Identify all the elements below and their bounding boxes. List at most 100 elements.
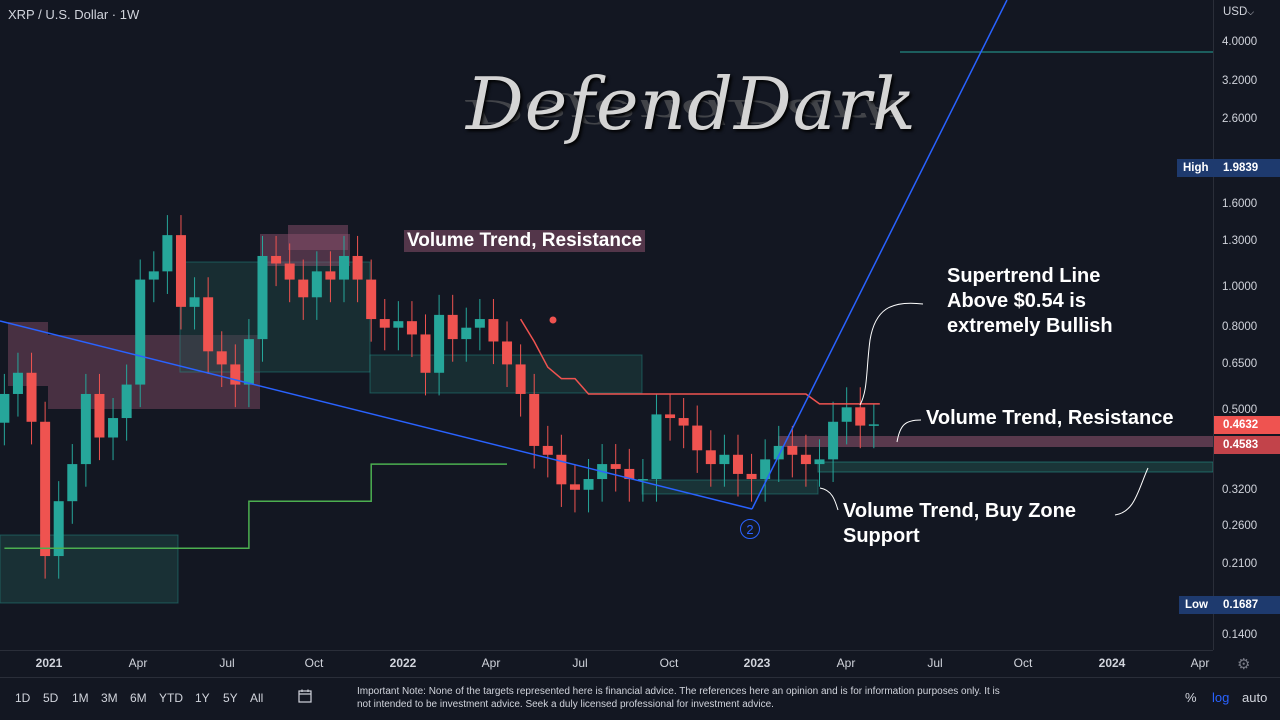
range-1d-button[interactable]: 1D — [15, 691, 31, 705]
candle-body — [692, 425, 703, 451]
candle-body — [624, 468, 635, 480]
candle-body — [569, 484, 580, 490]
price-axis[interactable]: USD⌵ 4.0000 3.2000 2.6000 1.6000 1.3000 … — [1213, 0, 1280, 650]
price-tick: 0.5000 — [1222, 404, 1258, 416]
currency-selector[interactable]: USD⌵ — [1223, 6, 1254, 18]
buyzone-annotation: Volume Trend, Buy Zone Support — [843, 499, 1076, 549]
supertrend-green-line — [4, 463, 507, 549]
candle-body — [665, 414, 676, 419]
supertrend-line-3: extremely Bullish — [947, 315, 1113, 337]
range-1m-button[interactable]: 1M — [72, 691, 89, 705]
supertrend-annotation: Supertrend Line Above $0.54 is extremely… — [947, 264, 1113, 339]
buyzone-pointer-left — [819, 487, 839, 511]
candle-body — [542, 445, 553, 455]
time-tick: Apr — [481, 656, 501, 670]
candle-body — [135, 279, 146, 385]
high-value-tag: 1.9839 — [1214, 159, 1280, 177]
supertrend-line-1: Supertrend Line — [947, 265, 1101, 287]
percent-scale-button[interactable]: % — [1185, 690, 1197, 705]
price-tick: 0.2600 — [1222, 520, 1258, 532]
candle-body — [502, 341, 513, 365]
buyzone-line-1: Volume Trend, Buy Zone — [843, 500, 1076, 522]
candle-body — [678, 418, 689, 426]
price-tick: 2.6000 — [1222, 113, 1258, 125]
high-label: High — [1177, 159, 1215, 177]
range-5y-button[interactable]: 5Y — [223, 691, 238, 705]
range-all-button[interactable]: All — [250, 691, 264, 705]
candle-body — [243, 339, 254, 385]
candle-body — [311, 271, 322, 298]
support-zone — [817, 461, 1213, 473]
price-tick: 1.6000 — [1222, 198, 1258, 210]
calendar-range-icon[interactable] — [298, 689, 312, 703]
candle-body — [746, 473, 757, 480]
candle-body — [352, 255, 363, 280]
candle-body — [651, 414, 662, 480]
candle-body — [773, 445, 784, 460]
low-value-tag: 0.1687 — [1214, 596, 1280, 614]
chart-plot[interactable] — [0, 0, 1213, 650]
candle-body — [800, 454, 811, 465]
price-tick: 0.3200 — [1222, 484, 1258, 496]
support-price-tag: 0.4583 — [1214, 436, 1280, 454]
candle-body — [434, 314, 445, 373]
candle-body — [257, 255, 268, 340]
time-axis[interactable]: 2021 Apr Jul Oct 2022 Apr Jul Oct 2023 A… — [0, 650, 1213, 677]
gear-icon[interactable]: ⚙ — [1237, 656, 1251, 673]
candle-body — [94, 393, 105, 438]
candle-body — [40, 421, 51, 557]
time-tick: Jul — [219, 656, 235, 670]
supertrend-pointer — [859, 302, 924, 406]
time-tick: Jul — [572, 656, 588, 670]
candle-body — [366, 279, 377, 320]
right-resistance-label: Volume Trend, Resistance — [926, 407, 1174, 429]
time-tick: 2022 — [389, 656, 417, 670]
disclaimer-note: Important Note: None of the targets repr… — [357, 686, 1000, 710]
symbol-title[interactable]: XRP / U.S. Dollar · 1W — [8, 7, 140, 22]
candle-body — [556, 454, 567, 485]
range-3m-button[interactable]: 3M — [101, 691, 118, 705]
top-resistance-label: Volume Trend, Resistance — [404, 230, 646, 252]
candle-body — [121, 384, 132, 419]
price-tick: 0.1400 — [1222, 629, 1258, 641]
watermark-logo: DefendDark — [466, 62, 917, 146]
descending-trendline — [0, 320, 753, 510]
wave-label: 2 — [740, 519, 760, 539]
candle-body — [447, 314, 458, 340]
candle-body — [406, 321, 417, 335]
candle-body — [814, 459, 825, 465]
candle-body — [26, 372, 37, 422]
candle-body — [53, 501, 64, 557]
range-1y-button[interactable]: 1Y — [195, 691, 210, 705]
supertrend-red-line — [519, 318, 880, 405]
current-price-tag: 0.4632 — [1214, 416, 1280, 434]
candle-body — [271, 255, 282, 264]
candle-body — [325, 271, 336, 280]
candle-body — [529, 393, 540, 446]
candle-body — [855, 407, 866, 426]
support-zone — [0, 534, 179, 604]
buyzone-line-2: Support — [843, 525, 920, 547]
log-scale-button[interactable]: log — [1212, 690, 1230, 705]
candle-body — [787, 445, 798, 455]
candle-body — [12, 372, 23, 394]
auto-scale-button[interactable]: auto — [1242, 690, 1268, 705]
range-6m-button[interactable]: 6M — [130, 691, 147, 705]
range-5d-button[interactable]: 5D — [43, 691, 59, 705]
price-tick: 3.2000 — [1222, 75, 1258, 87]
supertrend-line-2: Above $0.54 is — [947, 290, 1086, 312]
candle-body — [705, 450, 716, 465]
candle-body — [488, 319, 499, 342]
time-tick: Apr — [1190, 656, 1210, 670]
candle-body — [284, 263, 295, 280]
chart-area[interactable]: XRP / U.S. Dollar · 1W DefendDark Defend… — [0, 0, 1213, 650]
price-tick: 0.6500 — [1222, 358, 1258, 370]
range-ytd-button[interactable]: YTD — [159, 691, 183, 705]
candle-body — [189, 297, 200, 307]
ascending-trendline — [751, 0, 1008, 510]
time-tick: 2021 — [35, 656, 63, 670]
candle-body — [828, 421, 839, 460]
candle-body — [203, 297, 214, 352]
candle-body — [216, 351, 227, 365]
candle-body — [637, 479, 648, 481]
